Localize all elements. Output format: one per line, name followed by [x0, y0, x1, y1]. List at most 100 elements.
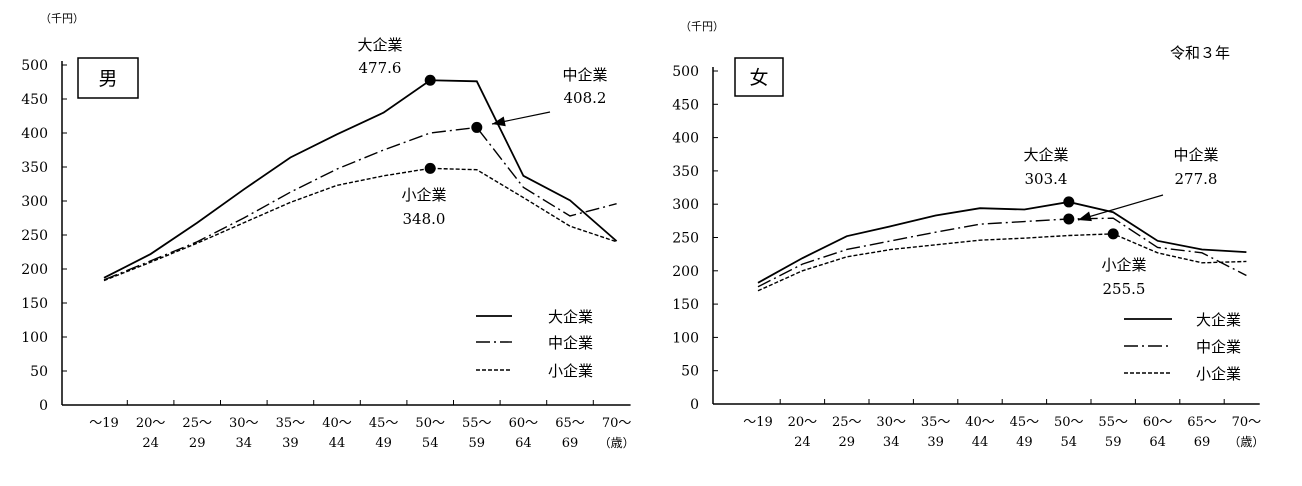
y-tick-label: 250: [672, 231, 699, 247]
x-tick-label: 45〜: [1010, 415, 1040, 430]
x-tick-label: 60〜: [509, 416, 539, 431]
legend-label: 大企業: [1196, 311, 1241, 329]
legend-label: 中企業: [1196, 338, 1241, 356]
x-tick-label: 39: [927, 435, 944, 450]
x-tick-label: 69: [562, 436, 579, 451]
y-tick-label: 100: [672, 330, 699, 346]
y-tick-label: 0: [690, 397, 699, 413]
y-tick-label: 100: [21, 330, 48, 346]
x-tick-label: 〜19: [743, 415, 773, 430]
y-tick-label: 150: [672, 297, 699, 313]
x-tick-label: 20〜: [136, 416, 166, 431]
y-tick-label: 300: [21, 194, 48, 210]
x-tick-label: 30〜: [876, 415, 906, 430]
x-tick-label: 25〜: [182, 416, 212, 431]
x-unit-label: （歳）: [1228, 435, 1264, 449]
panel-title: 男: [98, 68, 117, 90]
y-tick-label: 400: [672, 131, 699, 147]
x-tick-label: 29: [189, 436, 206, 451]
x-tick-label: 49: [1016, 435, 1033, 450]
x-tick-label: 34: [236, 436, 253, 451]
series-line-dashdot: [103, 126, 617, 281]
annotation-value: 408.2: [564, 89, 607, 107]
x-tick-label: 64: [1149, 435, 1166, 450]
x-tick-label: 24: [794, 435, 811, 450]
data-point-marker: [1107, 228, 1119, 240]
y-tick-label: 200: [21, 262, 48, 278]
data-point-marker: [424, 162, 436, 174]
x-tick-label: 35〜: [921, 415, 951, 430]
x-tick-label: 34: [883, 435, 900, 450]
x-tick-label: 40〜: [322, 416, 352, 431]
x-tick-label: 50〜: [415, 416, 445, 431]
x-tick-label: 49: [375, 436, 392, 451]
y-tick-label: 150: [21, 296, 48, 312]
x-tick-label: 50〜: [1054, 415, 1084, 430]
annotation-label: 中企業: [1173, 146, 1218, 164]
x-tick-label: 70〜: [602, 416, 632, 431]
legend-label: 小企業: [548, 362, 593, 380]
x-tick-label: 64: [515, 436, 532, 451]
data-point-marker: [1063, 196, 1075, 208]
x-tick-label: 69: [1194, 435, 1211, 450]
annotation-label: 中企業: [562, 66, 607, 84]
x-tick-label: 〜19: [89, 416, 119, 431]
y-tick-label: 450: [21, 92, 48, 108]
y-tick-label: 250: [21, 228, 48, 244]
annotation-value: 255.5: [1103, 280, 1146, 298]
y-tick-label: 400: [21, 126, 48, 142]
annotation-arrow: [1077, 194, 1164, 221]
annotation-value: 303.4: [1025, 170, 1068, 188]
y-tick-label: 450: [672, 97, 699, 113]
x-tick-label: 20〜: [788, 415, 818, 430]
x-tick-label: 54: [422, 436, 439, 451]
annotation-value: 277.8: [1175, 170, 1218, 188]
panel-title-box: [734, 57, 784, 97]
annotation-value: 348.0: [403, 210, 446, 228]
data-point-marker: [424, 74, 436, 86]
legend-label: 中企業: [548, 334, 593, 352]
data-point-marker: [471, 121, 483, 133]
x-tick-label: 35〜: [276, 416, 306, 431]
x-tick-label: 45〜: [369, 416, 399, 431]
x-tick-label: 25〜: [832, 415, 862, 430]
series-line-dashdot: [757, 217, 1247, 288]
series-line-dashed: [757, 233, 1247, 292]
y-unit-label: （千円）: [40, 12, 84, 25]
panel-title: 女: [749, 67, 768, 89]
era-label: 令和３年: [1170, 44, 1230, 62]
annotation-label: 大企業: [1023, 146, 1068, 164]
y-tick-label: 500: [672, 64, 699, 80]
arrow-head-icon: [1078, 211, 1092, 222]
x-tick-label: 59: [469, 436, 486, 451]
x-tick-label: 44: [972, 435, 989, 450]
legend-label: 小企業: [1196, 365, 1241, 383]
data-point-marker: [1063, 213, 1075, 225]
series-line-solid: [757, 201, 1247, 284]
x-tick-label: 54: [1061, 435, 1078, 450]
x-tick-label: 55〜: [1098, 415, 1128, 430]
x-tick-label: 24: [142, 436, 159, 451]
x-unit-label: （歳）: [599, 436, 635, 450]
x-tick-label: 70〜: [1232, 415, 1262, 430]
annotation-label: 小企業: [1101, 256, 1146, 274]
annotation-value: 477.6: [359, 59, 402, 77]
x-tick-label: 55〜: [462, 416, 492, 431]
y-unit-label: （千円）: [680, 20, 724, 33]
y-tick-label: 50: [681, 364, 699, 380]
y-tick-label: 300: [672, 197, 699, 213]
panel-title-box: [77, 57, 139, 99]
x-tick-label: 30〜: [229, 416, 259, 431]
y-tick-label: 50: [30, 364, 48, 380]
x-tick-label: 59: [1105, 435, 1122, 450]
x-tick-label: 65〜: [555, 416, 585, 431]
y-tick-label: 0: [39, 398, 48, 414]
series-line-dashed: [103, 167, 617, 282]
y-tick-label: 350: [21, 160, 48, 176]
annotation-label: 小企業: [401, 186, 446, 204]
x-tick-label: 39: [282, 436, 299, 451]
x-tick-label: 44: [329, 436, 346, 451]
y-tick-label: 500: [21, 58, 48, 74]
